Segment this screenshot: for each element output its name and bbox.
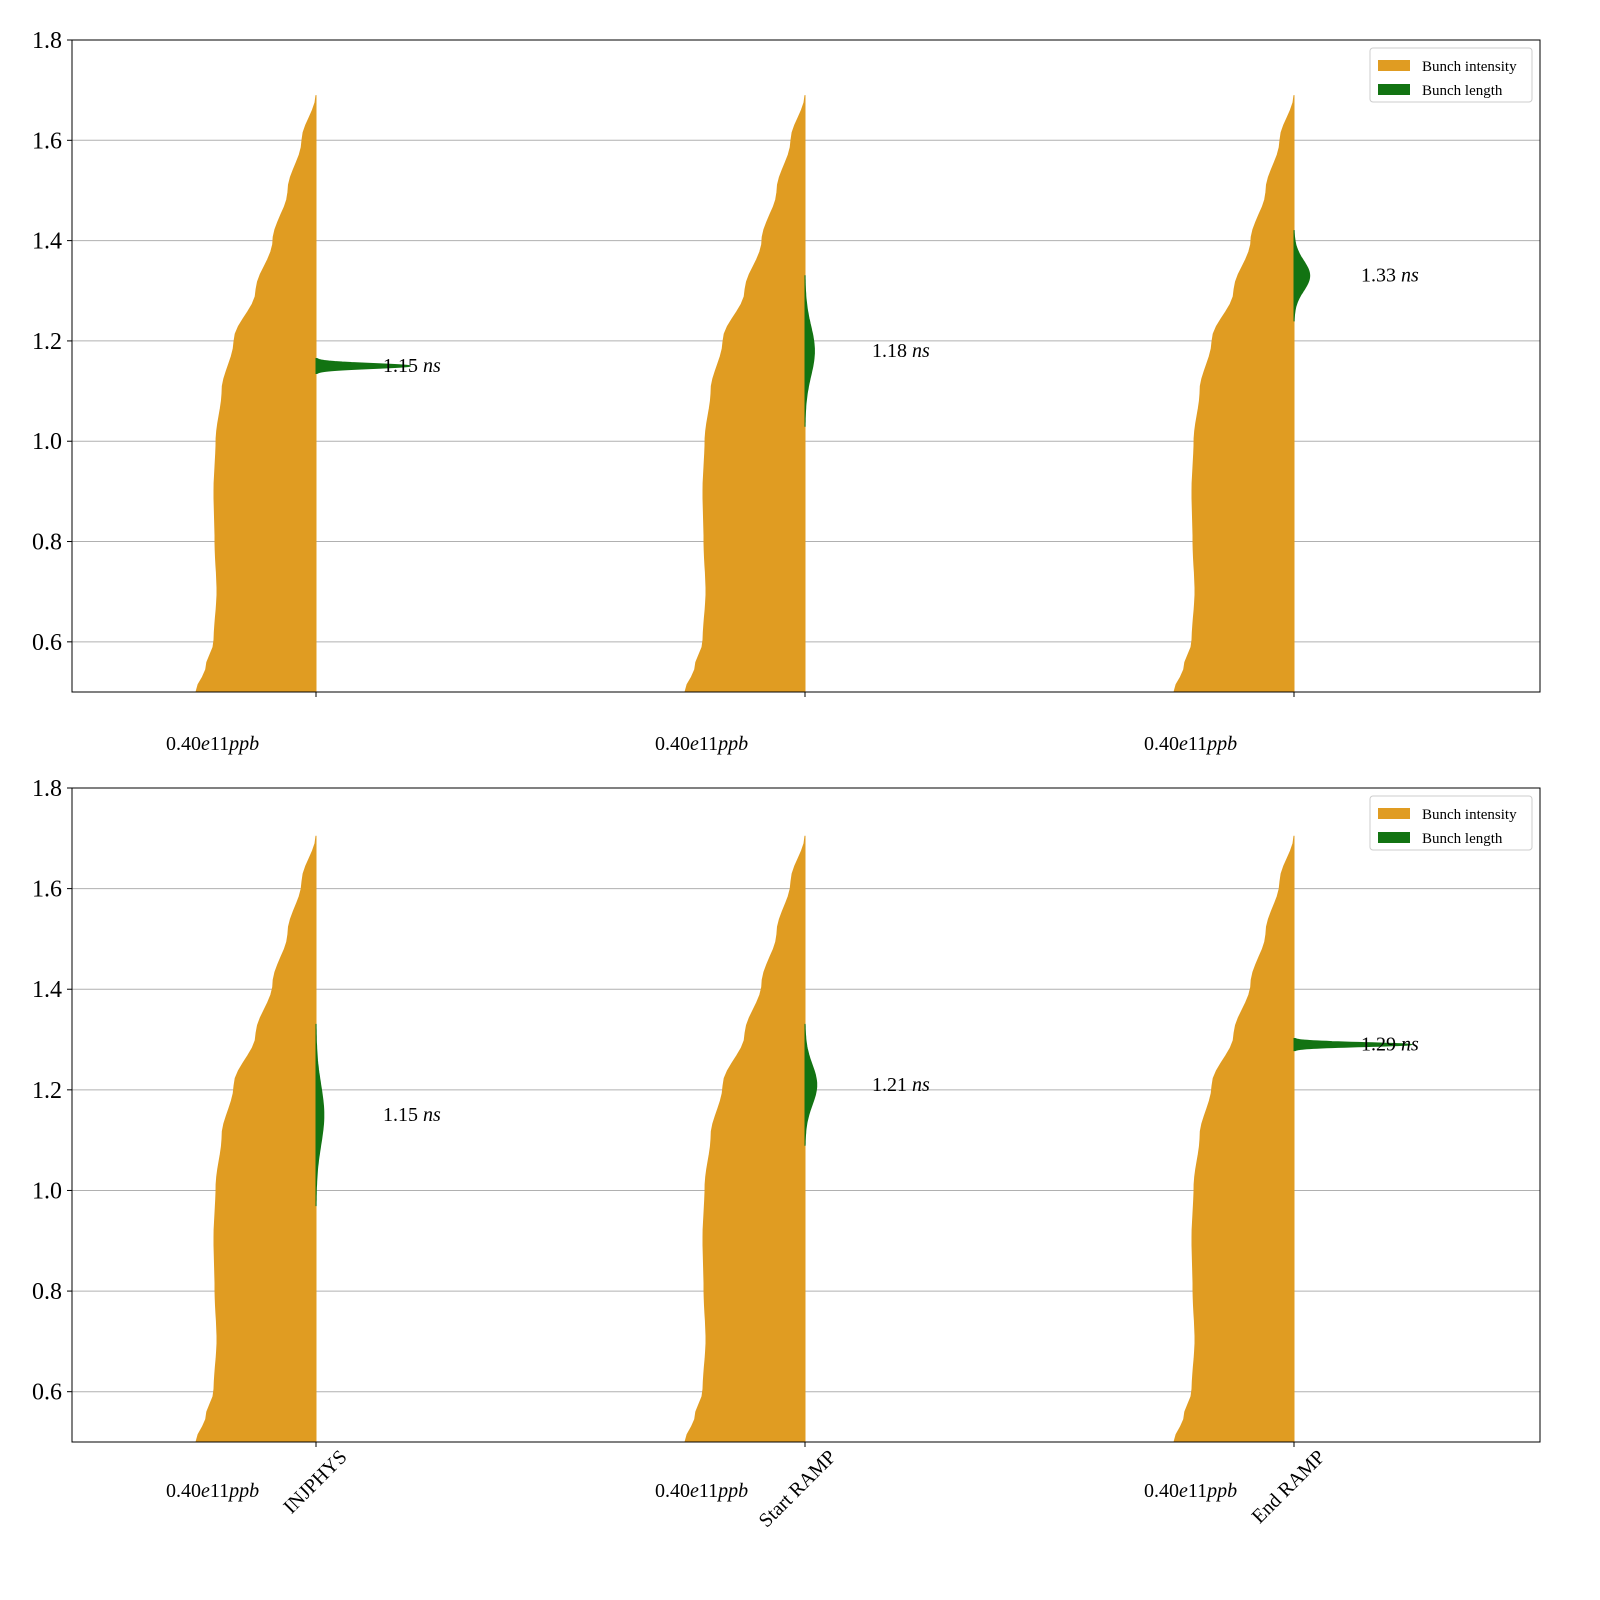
category-label: INJPHYS xyxy=(279,1446,351,1518)
legend-label: Bunch length xyxy=(1422,831,1503,847)
intensity-annotation: 0.40e11ppb xyxy=(166,1480,259,1502)
y-tick-label: 0.6 xyxy=(32,630,62,656)
intensity-annotation: 0.40e11ppb xyxy=(655,1480,748,1502)
y-tick-label: 1.4 xyxy=(32,977,62,1003)
intensity-violin xyxy=(195,835,317,1442)
legend: Bunch intensity Bunch length xyxy=(1369,47,1533,103)
length-violin xyxy=(315,358,412,374)
legend-label: Bunch intensity xyxy=(1422,807,1517,823)
y-tick-label: 1.8 xyxy=(32,28,62,54)
y-tick-label: 1.8 xyxy=(32,776,62,802)
length-annotation: 1.21 ns xyxy=(872,1074,930,1096)
legend-swatch xyxy=(1378,60,1410,71)
length-annotation: 1.33 ns xyxy=(1361,265,1419,287)
category-label: End RAMP xyxy=(1248,1446,1330,1528)
intensity-violin xyxy=(195,95,317,692)
legend-swatch xyxy=(1378,84,1410,95)
y-tick-label: 1.2 xyxy=(32,1078,62,1104)
legend-label: Bunch intensity xyxy=(1422,59,1517,75)
length-annotation: 1.15 ns xyxy=(383,1104,441,1126)
legend-box xyxy=(1369,47,1533,103)
length-annotation: 1.29 ns xyxy=(1361,1034,1419,1056)
legend-swatch xyxy=(1378,808,1410,819)
panel-1: 0.6 0.8 1.0 1.2 1.4 1.6 1.8 1.15 ns 0.40e11ppb 1.… xyxy=(32,28,1541,755)
y-tick-label: 0.8 xyxy=(32,530,62,556)
y-tick-label: 1.6 xyxy=(32,128,62,154)
y-tick-label: 1.6 xyxy=(32,877,62,903)
legend: Bunch intensity Bunch length xyxy=(1369,795,1533,851)
y-tick-label: 1.4 xyxy=(32,229,62,255)
y-tick-label: 0.8 xyxy=(32,1279,62,1305)
intensity-annotation: 0.40e11ppb xyxy=(655,733,748,755)
violin-marks xyxy=(195,95,1311,692)
intensity-violin xyxy=(684,835,806,1442)
category-label: Start RAMP xyxy=(755,1446,841,1532)
length-violin xyxy=(804,1023,818,1146)
length-violin xyxy=(315,1023,325,1207)
length-violin xyxy=(804,275,815,427)
intensity-annotation: 0.40e11ppb xyxy=(1144,733,1237,755)
length-violin xyxy=(1293,230,1311,322)
legend-box xyxy=(1369,795,1533,851)
panel-2: 0.6 0.8 1.0 1.2 1.4 1.6 1.8 1.15 ns 0.40e11ppb IN… xyxy=(32,776,1541,1532)
intensity-annotation: 0.40e11ppb xyxy=(166,733,259,755)
y-tick-label: 1.0 xyxy=(32,429,62,455)
intensity-violin xyxy=(1173,835,1295,1442)
y-tick-label: 0.6 xyxy=(32,1380,62,1406)
y-tick-label: 1.2 xyxy=(32,329,62,355)
length-annotation: 1.18 ns xyxy=(872,340,930,362)
legend-label: Bunch length xyxy=(1422,83,1503,99)
intensity-annotation: 0.40e11ppb xyxy=(1144,1480,1237,1502)
axes-frame xyxy=(71,39,1541,693)
legend-swatch xyxy=(1378,832,1410,843)
intensity-violin xyxy=(684,95,806,692)
length-violin xyxy=(1293,1038,1414,1052)
axes-frame xyxy=(71,787,1541,1443)
violin-marks xyxy=(195,835,1414,1442)
intensity-violin xyxy=(1173,95,1295,692)
y-tick-label: 1.0 xyxy=(32,1178,62,1204)
length-annotation: 1.15 ns xyxy=(383,355,441,377)
